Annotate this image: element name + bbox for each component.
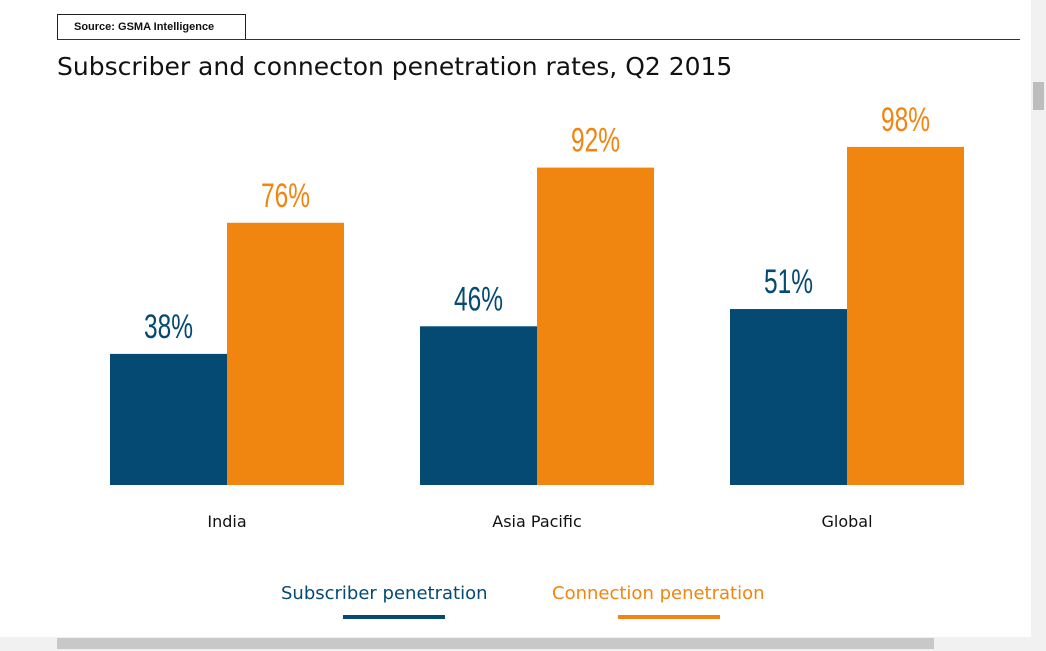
data-label-connection-india: 76% [261,177,310,215]
bar-subscriber-global [730,309,847,485]
data-label-subscriber-india: 38% [144,308,193,346]
data-label-connection-asia-pacific: 92% [571,122,620,160]
legend-connection: Connection penetration [552,583,765,619]
header-rule [57,39,1020,40]
category-label-asia-pacific: Asia Pacific [492,512,581,531]
bar-connection-global [847,146,964,485]
data-label-connection-global: 98% [881,101,930,139]
data-label-subscriber-asia-pacific: 46% [454,280,503,318]
bar-connection-india [227,222,344,486]
chart-title: Subscriber and connecton penetration rat… [57,52,733,81]
data-label-subscriber-global: 51% [764,263,813,301]
legend-subscriber-label: Subscriber penetration [281,583,488,604]
legend-subscriber-swatch [343,615,445,619]
category-label-india: India [207,512,246,531]
legend-connection-label: Connection penetration [552,583,765,604]
legend-subscriber: Subscriber penetration [281,583,488,619]
category-label-global: Global [821,512,872,531]
legend-connection-swatch [618,615,720,619]
bar-chart: 38% 76% India 46% 92% Asia Pacific 51% 98% Globa… [110,101,964,531]
vertical-scrollbar-track[interactable] [1031,0,1046,651]
source-label: Source: GSMA Intelligence [57,14,246,39]
bar-connection-asia-pacific [537,167,654,485]
bar-subscriber-asia-pacific [420,326,537,485]
bar-subscriber-india [110,353,227,485]
vertical-scrollbar-thumb[interactable] [1033,82,1044,110]
horizontal-scrollbar-thumb[interactable] [57,638,934,649]
